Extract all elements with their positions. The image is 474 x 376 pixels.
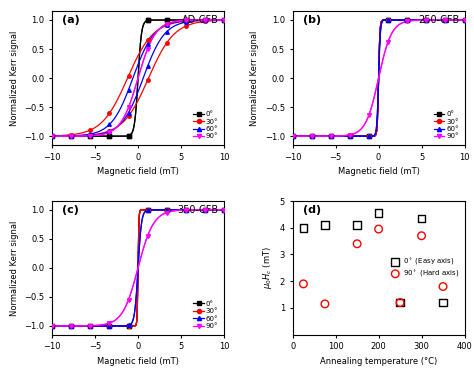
Y-axis label: Normalized Kerr signal: Normalized Kerr signal: [10, 30, 19, 126]
0$^\circ$ (Easy axis): [418, 215, 425, 221]
0$^\circ$ (Easy axis): [300, 225, 307, 231]
X-axis label: Annealing temperature (°C): Annealing temperature (°C): [320, 357, 437, 366]
Text: 350-CFB: 350-CFB: [178, 205, 219, 215]
0$^\circ$ (Easy axis): [375, 210, 383, 216]
0$^\circ$ (Easy axis): [439, 300, 447, 306]
Y-axis label: Normalized Kerr signal: Normalized Kerr signal: [10, 220, 19, 315]
Text: (a): (a): [63, 15, 80, 25]
Text: 250-CFB: 250-CFB: [418, 15, 459, 25]
Text: AD-CFB: AD-CFB: [182, 15, 219, 25]
0$^\circ$ (Easy axis): [321, 222, 328, 228]
Text: (d): (d): [303, 205, 321, 215]
Text: (c): (c): [63, 205, 79, 215]
0$^\circ$ (Easy axis): [396, 300, 404, 306]
Legend: 0°, 30°, 60°, 90°: 0°, 30°, 60°, 90°: [191, 109, 220, 141]
X-axis label: Magnetic field (mT): Magnetic field (mT): [337, 167, 419, 176]
Legend: 0°, 30°, 60°, 90°: 0°, 30°, 60°, 90°: [191, 299, 220, 331]
0$^\circ$ (Easy axis): [353, 222, 361, 228]
X-axis label: Magnetic field (mT): Magnetic field (mT): [97, 167, 179, 176]
Legend: 0°, 30°, 60°, 90°: 0°, 30°, 60°, 90°: [432, 109, 461, 141]
90$^\circ$ (Hard axis): [439, 284, 447, 290]
Text: (b): (b): [303, 15, 321, 25]
Legend: 0$^\circ$ (Easy axis), 90$^\circ$ (Hard axis): 0$^\circ$ (Easy axis), 90$^\circ$ (Hard …: [388, 255, 461, 281]
90$^\circ$ (Hard axis): [353, 241, 361, 247]
90$^\circ$ (Hard axis): [321, 301, 328, 307]
90$^\circ$ (Hard axis): [418, 233, 425, 239]
90$^\circ$ (Hard axis): [375, 226, 383, 232]
Y-axis label: Normalized Kerr signal: Normalized Kerr signal: [250, 30, 259, 126]
90$^\circ$ (Hard axis): [396, 300, 404, 306]
Y-axis label: $\mu_0 H_c$ (mT): $\mu_0 H_c$ (mT): [261, 246, 274, 289]
X-axis label: Magnetic field (mT): Magnetic field (mT): [97, 357, 179, 366]
90$^\circ$ (Hard axis): [300, 281, 307, 287]
